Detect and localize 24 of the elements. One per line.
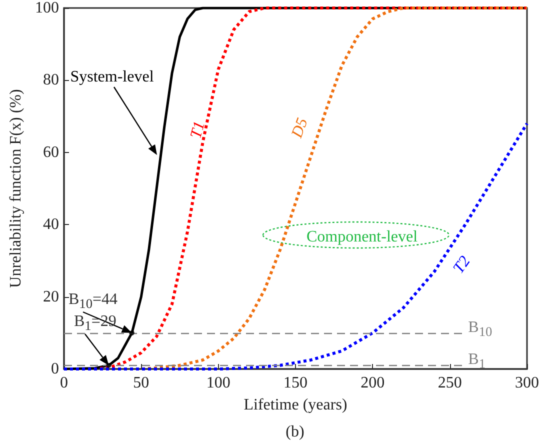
- annotation: Component-level: [306, 228, 418, 246]
- text: D5: [288, 116, 312, 142]
- x-tick-label: 250: [438, 374, 462, 392]
- y-tick-label: 0: [51, 360, 59, 378]
- x-tick-label: 50: [133, 374, 150, 392]
- x-axis-title: Lifetime (years): [244, 396, 348, 414]
- x-tick-label: 100: [206, 374, 230, 392]
- x-tick-label: 300: [515, 374, 539, 392]
- y-tick-label: 80: [43, 72, 59, 89]
- ref-line-label: B$_{1}$: [468, 351, 486, 374]
- annotation: B$_{10}$=44: [68, 291, 118, 314]
- y-tick-label: 60: [43, 144, 59, 161]
- series-label: System-level: [70, 68, 154, 86]
- text: T2: [450, 253, 474, 277]
- y-tick-label: 100: [35, 0, 59, 16]
- y-tick-label: 40: [43, 216, 59, 234]
- x-tick-label: 200: [360, 374, 385, 392]
- text: (b): [286, 424, 304, 440]
- y-tick-label: 20: [43, 288, 59, 306]
- ref-line-label: B$_{10}$: [468, 318, 492, 342]
- y-axis-title: Unreliability function F(x) (%): [8, 89, 24, 288]
- x-tick-label: 150: [284, 374, 308, 392]
- line-series: [62, 6, 528, 370]
- text: T1: [188, 120, 208, 140]
